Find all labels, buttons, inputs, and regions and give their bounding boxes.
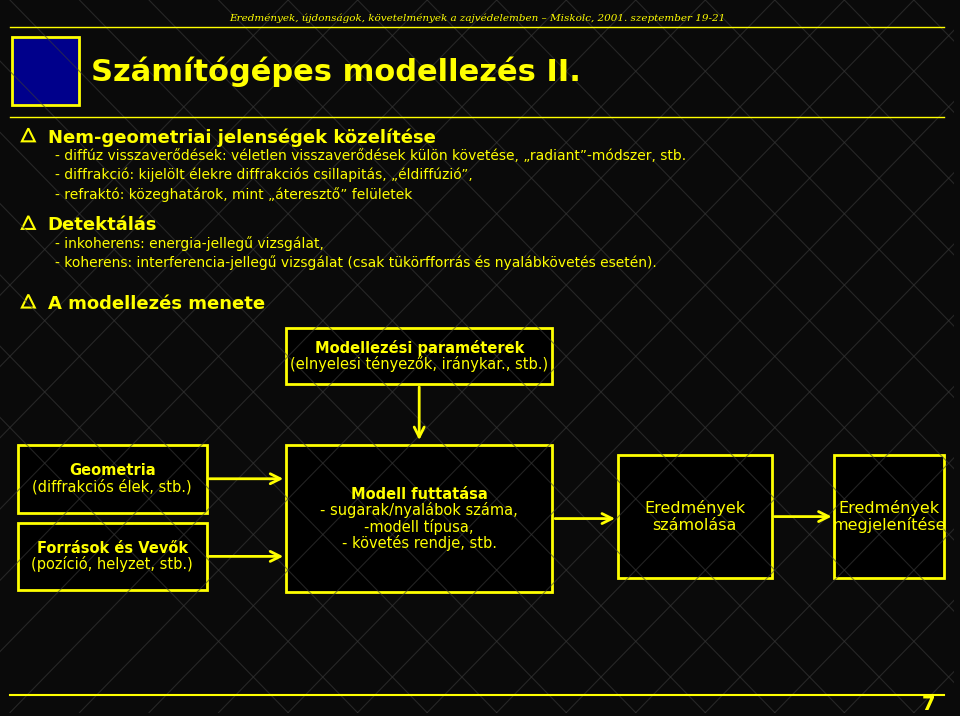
FancyBboxPatch shape (286, 445, 552, 592)
Text: (diffrakciós élek, stb.): (diffrakciós élek, stb.) (33, 479, 192, 495)
Text: - inkoherens: energia-jellegű vizsgálat,: - inkoherens: energia-jellegű vizsgálat, (55, 236, 324, 251)
FancyBboxPatch shape (18, 445, 206, 513)
Text: megjelenítése: megjelenítése (832, 518, 946, 533)
Text: számolása: számolása (653, 518, 737, 533)
Text: (elnyelesi tényezők, iránykar., stb.): (elnyelesi tényezők, iránykar., stb.) (290, 357, 548, 372)
Text: (pozíció, helyzet, stb.): (pozíció, helyzet, stb.) (32, 556, 193, 573)
Text: Eredmények, újdonságok, követelmények a zajvédelemben – Miskolc, 2001. szeptembe: Eredmények, újdonságok, követelmények a … (228, 14, 725, 24)
Text: - refraktó: közeghatárok, mint „áteresztő” felületek: - refraktó: közeghatárok, mint „átereszt… (55, 187, 412, 201)
Text: Geometria: Geometria (69, 463, 156, 478)
Text: Számítógépes modellezés II.: Számítógépes modellezés II. (91, 57, 581, 87)
FancyBboxPatch shape (618, 455, 772, 579)
Text: - követés rendje, stb.: - követés rendje, stb. (342, 535, 496, 551)
Text: Források és Vevők: Források és Vevők (36, 541, 188, 556)
Text: - koherens: interferencia-jellegű vizsgálat (csak tükörfforrás és nyalábkövetés : - koherens: interferencia-jellegű vizsgá… (55, 256, 657, 270)
Text: - sugarak/nyalábok száma,: - sugarak/nyalábok száma, (321, 503, 518, 518)
FancyBboxPatch shape (12, 37, 80, 105)
Text: -modell típusa,: -modell típusa, (365, 518, 474, 535)
FancyBboxPatch shape (286, 329, 552, 384)
Text: Modell futtatása: Modell futtatása (350, 487, 488, 502)
Text: Eredmények: Eredmények (838, 500, 940, 516)
FancyBboxPatch shape (18, 523, 206, 590)
Text: A modellezés menete: A modellezés menete (48, 294, 265, 313)
Text: 7: 7 (923, 695, 936, 714)
FancyBboxPatch shape (834, 455, 944, 579)
Text: Modellezési paraméterek: Modellezési paraméterek (315, 340, 524, 357)
Text: Detektálás: Detektálás (48, 216, 157, 234)
Text: Eredmények: Eredmények (644, 500, 745, 516)
Text: - diffúz visszaverődések: véletlen visszaverődések külön követése, „radiant”-mód: - diffúz visszaverődések: véletlen vissz… (55, 149, 685, 163)
Text: Nem-geometriai jelenségek közelítése: Nem-geometriai jelenségek közelítése (48, 128, 436, 147)
Text: - diffrakció: kijelölt élekre diffrakciós csillapitás, „éldiffúzió”,: - diffrakció: kijelölt élekre diffrakció… (55, 168, 472, 183)
